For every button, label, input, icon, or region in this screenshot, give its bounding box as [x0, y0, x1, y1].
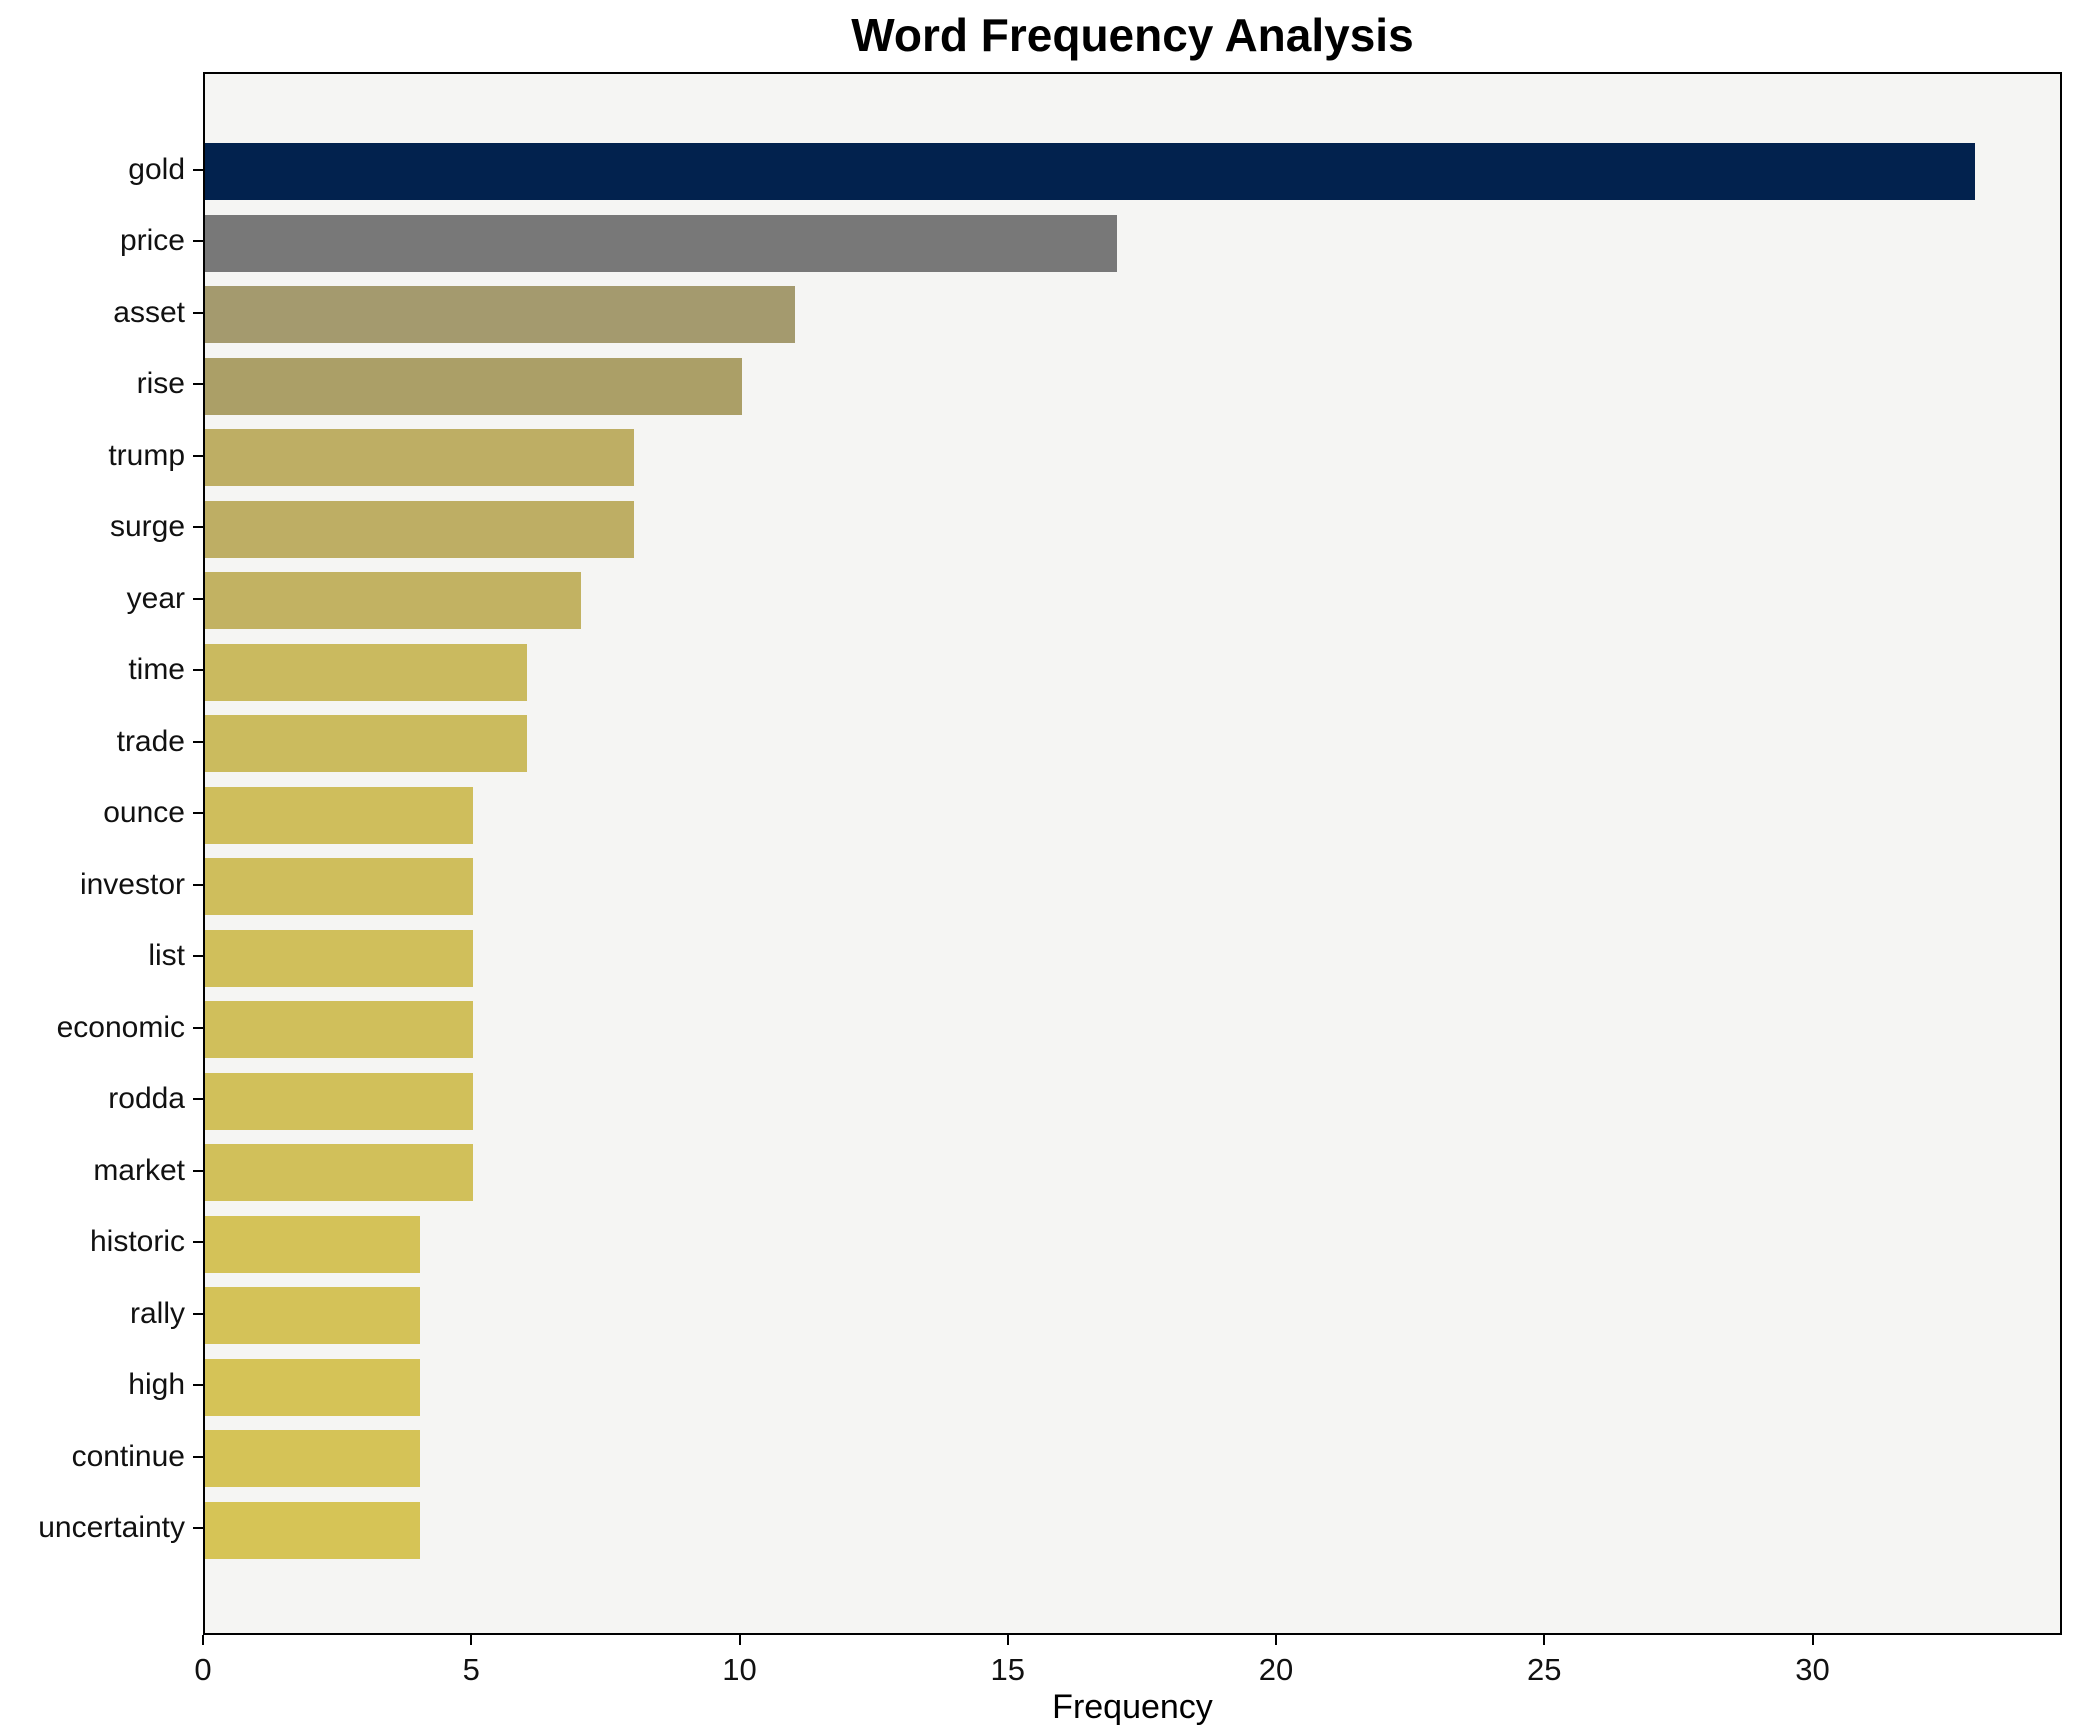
y-tick-label-surge: surge [109, 510, 185, 543]
y-tick-label-historic: historic [89, 1225, 185, 1258]
y-tick-label-list: list [148, 939, 185, 972]
bar-list [205, 929, 474, 987]
y-tick-mark [193, 1241, 203, 1243]
y-tick-label-trump: trump [108, 438, 185, 472]
y-tick-mark [193, 1455, 203, 1458]
bar-high [205, 1358, 420, 1416]
y-tick-mark [193, 311, 203, 314]
x-tick-mark [470, 1635, 473, 1645]
y-tick-mark [193, 597, 203, 600]
bar-gold [205, 143, 1976, 200]
bar-investor [205, 858, 474, 915]
x-tick-label-10: 10 [722, 1652, 757, 1687]
bar-continue [205, 1430, 420, 1487]
y-tick-label-asset: asset [113, 295, 185, 329]
x-tick-mark [1006, 1635, 1009, 1645]
plot-area [203, 72, 2062, 1635]
y-tick-label-ounce: ounce [103, 796, 185, 829]
bar-rodda [205, 1072, 474, 1130]
y-tick-mark [193, 240, 203, 242]
bar-economic [205, 1001, 474, 1058]
y-tick-mark [193, 1098, 203, 1100]
y-tick-label-time: time [128, 653, 185, 686]
y-tick-mark [193, 883, 203, 886]
y-tick-mark [193, 669, 203, 671]
chart-title: Word Frequency Analysis [851, 9, 1414, 61]
x-tick-mark [1543, 1635, 1546, 1645]
bar-price [205, 214, 1118, 272]
bar-rise [205, 357, 742, 415]
x-tick-label-20: 20 [1258, 1652, 1294, 1687]
x-axis-title: Frequency [1052, 1688, 1213, 1726]
bar-year [205, 572, 581, 629]
y-tick-mark [193, 955, 203, 957]
y-tick-mark [193, 526, 203, 528]
y-tick-mark [193, 168, 203, 171]
y-tick-mark [193, 1026, 203, 1029]
y-tick-mark [193, 812, 203, 814]
y-tick-mark [193, 1527, 203, 1529]
x-tick-mark [1275, 1635, 1278, 1645]
y-tick-label-rise: rise [136, 367, 185, 400]
y-tick-mark [193, 1169, 203, 1172]
x-tick-label-15: 15 [990, 1652, 1025, 1687]
bar-uncertainty [205, 1501, 420, 1559]
y-tick-label-uncertainty: uncertainty [38, 1511, 185, 1544]
bar-asset [205, 286, 796, 343]
x-tick-mark [738, 1635, 741, 1645]
bar-market [205, 1144, 474, 1201]
y-tick-label-continue: continue [71, 1439, 185, 1473]
y-tick-label-rally: rally [129, 1296, 185, 1330]
x-tick-label-5: 5 [462, 1652, 480, 1687]
y-tick-label-gold: gold [128, 152, 185, 186]
bar-surge [205, 500, 635, 558]
y-tick-mark [193, 454, 203, 457]
y-tick-label-year: year [126, 581, 185, 615]
bar-ounce [205, 786, 474, 844]
x-tick-mark [1811, 1635, 1814, 1645]
y-tick-label-economic: economic [56, 1010, 185, 1044]
x-tick-label-30: 30 [1795, 1652, 1830, 1687]
x-tick-mark [202, 1635, 204, 1645]
bar-rally [205, 1287, 420, 1344]
x-tick-label-25: 25 [1527, 1652, 1562, 1687]
y-tick-label-investor: investor [79, 867, 185, 901]
y-tick-mark [193, 1312, 203, 1315]
y-tick-label-price: price [119, 224, 185, 257]
y-tick-mark [193, 383, 203, 385]
y-tick-label-trade: trade [116, 724, 185, 758]
y-tick-mark [193, 1384, 203, 1386]
y-tick-label-market: market [93, 1153, 185, 1187]
y-tick-mark [193, 740, 203, 743]
bar-historic [205, 1215, 420, 1273]
x-tick-label-0: 0 [194, 1652, 212, 1687]
bar-time [205, 643, 527, 701]
y-tick-label-high: high [128, 1368, 185, 1401]
bar-trump [205, 429, 635, 486]
bar-trade [205, 715, 527, 772]
y-tick-label-rodda: rodda [108, 1082, 185, 1115]
